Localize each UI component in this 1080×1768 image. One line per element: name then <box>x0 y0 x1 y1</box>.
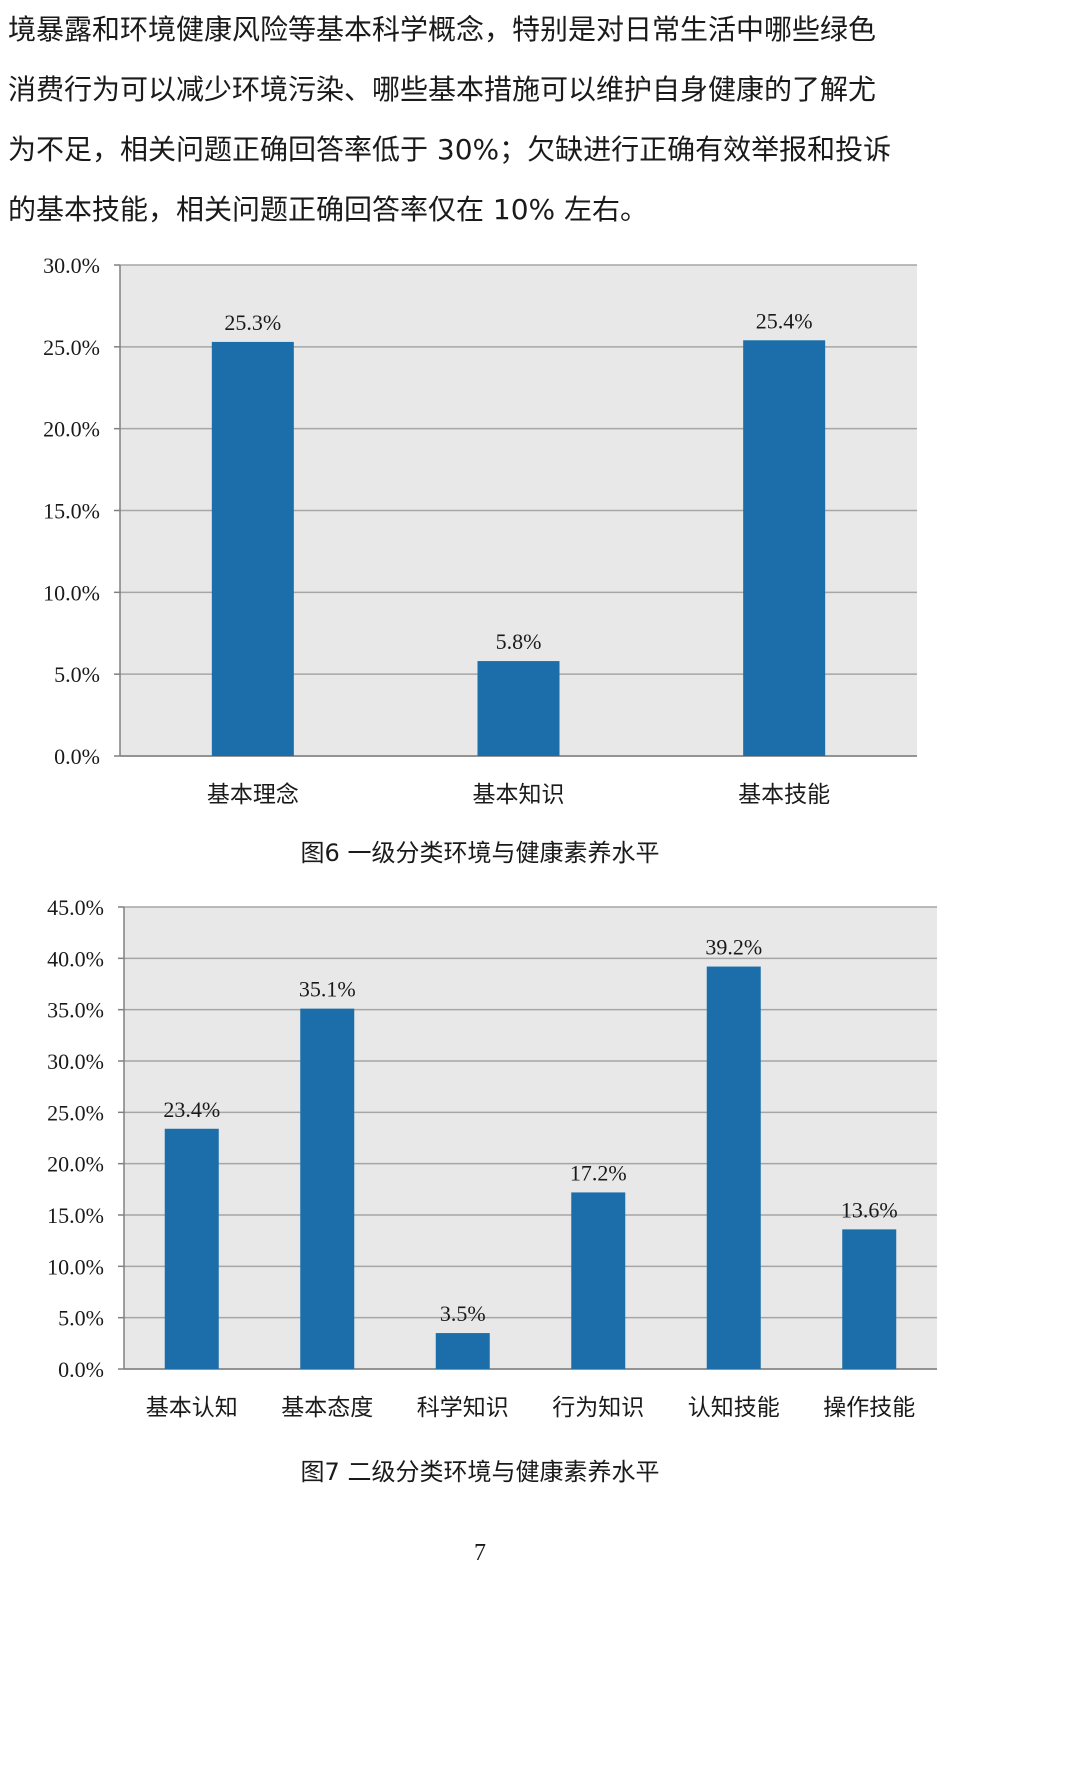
category-label: 科学知识 <box>417 1395 509 1421</box>
figure7-caption: 图7 二级分类环境与健康素养水平 <box>300 1458 660 1486</box>
y-tick-label: 25.0% <box>47 1100 104 1125</box>
bar <box>706 966 761 1369</box>
bar <box>842 1229 897 1369</box>
intro-paragraph: 境暴露和环境健康风险等基本科学概念，特别是对日常生活中哪些绿色 消费行为可以减少… <box>8 0 954 240</box>
data-label: 25.3% <box>224 310 281 335</box>
plot-area <box>124 907 937 1369</box>
intro-line: 为不足，相关问题正确回答率低于 30%；欠缺进行正确有效举报和投诉 <box>8 133 892 166</box>
y-tick-label: 30.0% <box>47 1049 104 1074</box>
page-number: 7 <box>474 1540 486 1566</box>
y-tick-label: 0.0% <box>54 744 100 769</box>
category-label: 基本知识 <box>473 782 565 808</box>
intro-line: 境暴露和环境健康风险等基本科学概念，特别是对日常生活中哪些绿色 <box>8 13 877 46</box>
bar <box>164 1128 219 1369</box>
y-tick-label: 5.0% <box>58 1306 104 1331</box>
figure7-bar-chart: 0.0% 5.0% 10.0% 15.0% 20.0% 25.0% 30.0% 35.0% 40… <box>47 895 937 1421</box>
y-tick-label: 45.0% <box>47 895 104 920</box>
data-label: 23.4% <box>163 1097 220 1122</box>
y-tick-label: 20.0% <box>47 1152 104 1177</box>
data-label: 3.5% <box>440 1301 486 1326</box>
y-tick-label: 15.0% <box>43 499 100 524</box>
y-tick-label: 0.0% <box>58 1357 104 1382</box>
data-label: 17.2% <box>570 1160 627 1185</box>
category-label: 基本认知 <box>146 1395 238 1421</box>
figure6-bar-chart: 0.0% 5.0% 10.0% 15.0% 20.0% 25.0% 30.0% 25.3% 基本… <box>43 253 917 808</box>
figure6-caption: 图6 一级分类环境与健康素养水平 <box>300 839 660 867</box>
intro-line: 消费行为可以减少环境污染、哪些基本措施可以维护自身健康的了解尤 <box>8 73 877 106</box>
y-tick-label: 20.0% <box>43 417 100 442</box>
data-label: 25.4% <box>756 308 813 333</box>
y-tick-label: 40.0% <box>47 946 104 971</box>
bar <box>300 1008 355 1369</box>
category-label: 操作技能 <box>823 1395 915 1421</box>
bar <box>435 1333 490 1369</box>
data-label: 35.1% <box>299 977 356 1002</box>
y-tick-label: 30.0% <box>43 253 100 278</box>
y-tick-label: 25.0% <box>43 335 100 360</box>
category-label: 基本理念 <box>207 782 299 808</box>
bar <box>211 341 294 756</box>
category-label: 基本技能 <box>738 782 830 808</box>
bar <box>477 661 560 756</box>
y-tick-label: 5.0% <box>54 662 100 687</box>
bar <box>571 1192 626 1369</box>
y-tick-label: 10.0% <box>43 580 100 605</box>
y-tick-label: 10.0% <box>47 1254 104 1279</box>
category-label: 认知技能 <box>688 1395 780 1421</box>
y-tick-label: 35.0% <box>47 998 104 1023</box>
y-tick-label: 15.0% <box>47 1203 104 1228</box>
data-label: 13.6% <box>841 1197 898 1222</box>
category-label: 行为知识 <box>552 1395 644 1421</box>
category-label: 基本态度 <box>281 1395 373 1421</box>
data-label: 5.8% <box>496 629 542 654</box>
bar <box>743 340 826 756</box>
intro-line: 的基本技能，相关问题正确回答率仅在 10% 左右。 <box>8 193 649 226</box>
data-label: 39.2% <box>705 935 762 960</box>
